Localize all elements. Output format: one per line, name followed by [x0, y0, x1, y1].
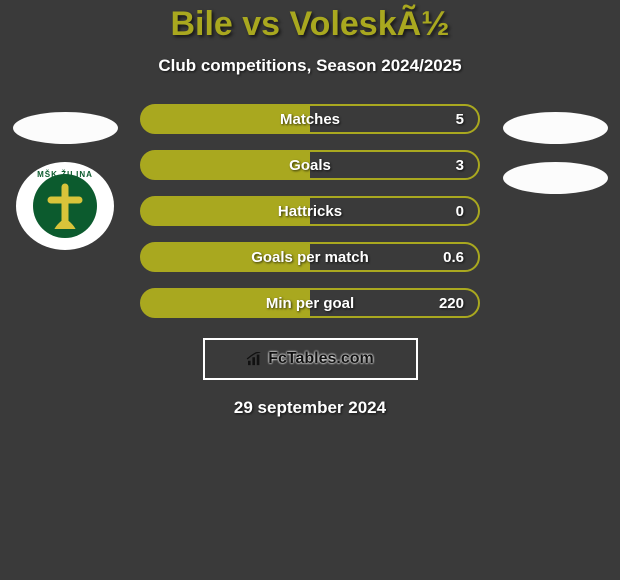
brand-link[interactable]: FcTables.com	[203, 338, 418, 380]
stat-label: Matches	[280, 111, 340, 128]
stat-value: 0.6	[443, 249, 464, 266]
date-text: 29 september 2024	[0, 398, 620, 418]
player-photo-placeholder-right-2	[503, 162, 608, 194]
stat-value: 3	[456, 157, 464, 174]
stat-label: Min per goal	[266, 295, 354, 312]
right-column	[500, 104, 610, 194]
team-badge-left: MŠK ŽILINA	[16, 162, 114, 250]
stat-bar-goals: Goals 3	[140, 150, 480, 180]
stat-bar-hattricks: Hattricks 0	[140, 196, 480, 226]
stats-column: Matches 5 Goals 3 Hattricks 0 Goals per …	[140, 104, 480, 318]
subtitle: Club competitions, Season 2024/2025	[0, 56, 620, 76]
stat-bar-matches: Matches 5	[140, 104, 480, 134]
stat-value: 0	[456, 203, 464, 220]
main-row: MŠK ŽILINA	[0, 104, 620, 318]
badge-cross-icon	[47, 183, 83, 229]
comparison-card: Bile vs VoleskÃ½ Club competitions, Seas…	[0, 0, 620, 418]
stat-label: Goals	[289, 157, 331, 174]
brand-text: FcTables.com	[268, 350, 374, 368]
stat-label: Goals per match	[251, 249, 369, 266]
stat-bar-goals-per-match: Goals per match 0.6	[140, 242, 480, 272]
player-photo-placeholder-right-1	[503, 112, 608, 144]
stat-bar-min-per-goal: Min per goal 220	[140, 288, 480, 318]
player-photo-placeholder-left	[13, 112, 118, 144]
chart-icon	[246, 352, 264, 366]
left-column: MŠK ŽILINA	[10, 104, 120, 250]
stat-value: 220	[439, 295, 464, 312]
stat-label: Hattricks	[278, 203, 342, 220]
stat-value: 5	[456, 111, 464, 128]
page-title: Bile vs VoleskÃ½	[0, 5, 620, 44]
badge-inner	[33, 174, 97, 238]
